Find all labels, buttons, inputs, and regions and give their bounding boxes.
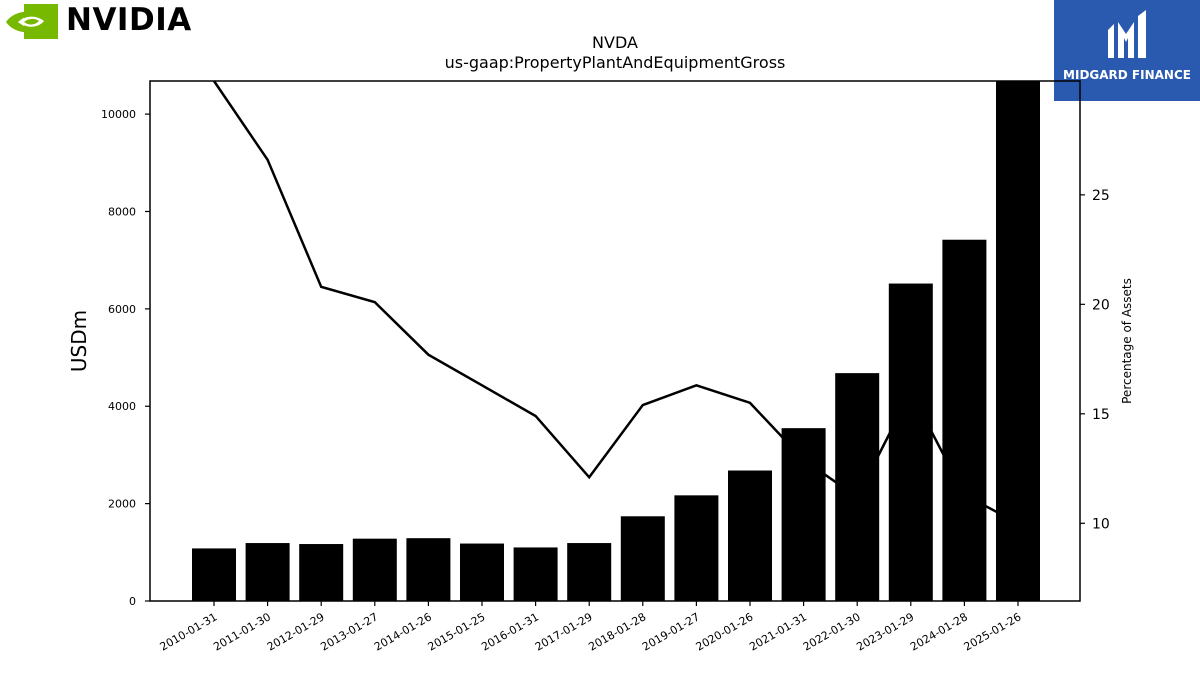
bar-2017-01-29 <box>567 543 612 601</box>
x-tick-label: 2013-01-27 <box>318 610 380 653</box>
y2-tick-label: 25 <box>1092 188 1110 204</box>
x-tick-label: 2021-01-31 <box>747 610 809 653</box>
x-axis-ticks: 2010-01-312011-01-302012-01-292013-01-27… <box>158 601 1024 654</box>
y-tick-label: 0 <box>129 595 136 608</box>
x-tick-label: 2022-01-30 <box>801 610 863 653</box>
midgard-finance-logo: MIDGARD FINANCE <box>1054 0 1200 101</box>
y-tick-label: 4000 <box>108 400 136 413</box>
x-tick-label: 2019-01-27 <box>640 610 702 653</box>
y2-tick-label: 10 <box>1092 516 1110 532</box>
x-tick-label: 2020-01-26 <box>694 610 756 653</box>
x-tick-label: 2025-01-26 <box>962 610 1024 653</box>
y2-tick-label: 20 <box>1092 297 1110 313</box>
nvidia-logo: NVIDIA <box>4 2 204 42</box>
bar-2015-01-25 <box>460 543 504 601</box>
y-tick-label: 2000 <box>108 498 136 511</box>
nvidia-eye-icon <box>6 4 58 39</box>
x-tick-label: 2016-01-31 <box>479 610 541 653</box>
x-tick-label: 2015-01-25 <box>426 610 488 653</box>
x-tick-label: 2017-01-29 <box>533 610 595 653</box>
percentage-line <box>212 80 1019 525</box>
bar-2013-01-27 <box>352 538 397 601</box>
bar-2012-01-29 <box>299 544 344 601</box>
bar-2010-01-31 <box>192 548 236 601</box>
bar-2011-01-30 <box>245 543 290 601</box>
bar-2018-01-28 <box>620 516 665 601</box>
y-tick-label: 6000 <box>108 303 136 316</box>
y-axis-ticks: 0 2000 4000 6000 8000 10000 <box>101 108 150 608</box>
bar-2021-01-31 <box>781 428 826 601</box>
x-tick-label: 2011-01-30 <box>211 610 273 653</box>
chart-subtitle: us-gaap:PropertyPlantAndEquipmentGross <box>445 53 786 72</box>
midgard-mark-icon <box>1108 10 1146 58</box>
y2-axis-ticks: 10 15 20 25 <box>1080 188 1110 532</box>
y-tick-label: 8000 <box>108 205 136 218</box>
line-group <box>212 80 1019 525</box>
bar-2016-01-31 <box>513 547 558 601</box>
y2-tick-label: 15 <box>1092 407 1110 423</box>
chart-title: NVDA <box>592 33 638 52</box>
x-tick-label: 2012-01-29 <box>265 610 327 653</box>
midgard-finance-wordmark: MIDGARD FINANCE <box>1063 68 1191 82</box>
bar-2024-01-28 <box>942 239 987 601</box>
nvidia-wordmark: NVIDIA <box>66 2 192 38</box>
x-tick-label: 2023-01-29 <box>854 610 916 653</box>
bar-2020-01-26 <box>728 470 772 601</box>
y-tick-label: 10000 <box>101 108 136 121</box>
bar-2014-01-26 <box>406 538 451 601</box>
x-tick-label: 2018-01-28 <box>586 610 648 653</box>
x-tick-label: 2024-01-28 <box>908 610 970 653</box>
bar-2023-01-29 <box>888 283 933 601</box>
bars-group <box>192 81 1040 601</box>
plot-frame <box>149 80 1081 602</box>
x-tick-label: 2010-01-31 <box>158 610 220 653</box>
y2-axis-label: Percentage of Assets <box>1120 278 1134 404</box>
x-tick-label: 2014-01-26 <box>372 610 434 653</box>
y-axis-label: USDm <box>67 310 91 372</box>
bar-2019-01-27 <box>674 495 719 601</box>
